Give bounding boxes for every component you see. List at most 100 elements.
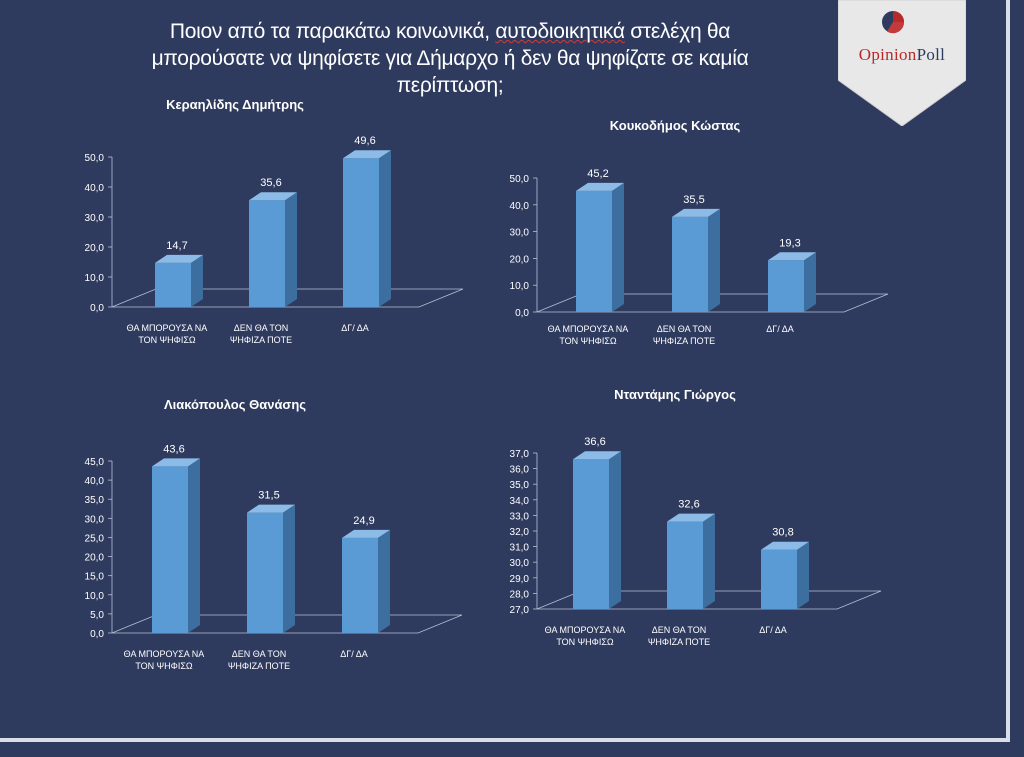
opinionpoll-logo: [838, 0, 966, 126]
bar-top: [342, 529, 390, 538]
bar-front: [249, 200, 285, 307]
y-tick-label: 45,0: [85, 457, 105, 468]
y-tick-label: 30,0: [85, 213, 105, 224]
bar-front: [576, 190, 612, 312]
slide: Ποιον από τα παρακάτω κοινωνικά, αυτοδιο…: [0, 0, 1010, 742]
category-label: ΤΟΝ ΨΗΦΙΣΩ: [556, 637, 614, 647]
chart-floor: [536, 590, 882, 610]
bar-side: [609, 451, 621, 609]
chart-title: Κεραηλίδης Δημήτρης: [166, 97, 304, 112]
y-tick-label: 25,0: [85, 533, 105, 544]
data-label: 32,6: [678, 499, 699, 511]
y-tick-label: 34,0: [510, 496, 530, 507]
title-line3: περίπτωση;: [396, 74, 504, 97]
bar-front: [573, 459, 609, 609]
y-tick-label: 35,0: [85, 495, 105, 506]
bar-top: [672, 208, 720, 217]
bar-side: [285, 192, 297, 307]
y-tick-label: 15,0: [85, 572, 105, 583]
data-label: 36,6: [584, 436, 605, 448]
chart-floor: [111, 614, 463, 634]
category-label: ΔΓ/ ΔΑ: [759, 625, 787, 635]
logo-brand-left: Opinion: [858, 45, 917, 64]
category-label: ΔΓ/ ΔΑ: [341, 323, 369, 333]
y-tick-label: 28,0: [510, 589, 530, 600]
chart-floor: [111, 288, 464, 308]
bar: [343, 150, 391, 307]
bar-side: [797, 541, 809, 609]
data-label: 14,7: [166, 240, 187, 252]
category-label: ΨΗΦΙΖΑ ΠΟΤΕ: [653, 336, 715, 346]
category-label: ΨΗΦΙΖΑ ΠΟΤΕ: [648, 637, 710, 647]
logo-pie-slice: [893, 11, 904, 22]
y-tick-label: 31,0: [510, 543, 530, 554]
y-tick-label: 30,0: [510, 558, 530, 569]
chart-title: Νταντάμης Γιώργος: [614, 387, 736, 402]
bar-top: [667, 513, 715, 522]
bar-side: [804, 252, 816, 312]
bar-top: [249, 192, 297, 201]
chart-liakopoulos: Λιακόπουλος Θανάσης 0,0 5,0 10,0 15,0 20,0 25,…: [60, 395, 463, 685]
bar-top: [573, 451, 621, 460]
bar-top: [768, 252, 816, 261]
title-line1: Ποιον από τα παρακάτω κοινωνικά,: [169, 20, 496, 43]
category-label: ΔΓ/ ΔΑ: [766, 324, 794, 334]
y-tick-label: 37,0: [510, 449, 530, 460]
y-tick-label: 10,0: [85, 273, 105, 284]
category-label: ΤΟΝ ΨΗΦΙΣΩ: [138, 335, 196, 345]
bar-side: [612, 182, 624, 312]
title-spellcheck-word: αυτοδιοικητικά: [495, 20, 625, 43]
logo-wordmark: OpinionPoll: [838, 45, 966, 65]
bar-side: [283, 504, 295, 633]
bar-front: [672, 216, 708, 312]
bar-top: [152, 458, 200, 467]
bar-side: [708, 208, 720, 312]
data-label: 31,5: [258, 490, 279, 502]
data-label: 24,9: [353, 515, 374, 527]
bar-top: [343, 150, 391, 159]
y-tick-label: 10,0: [510, 281, 530, 292]
category-label: ΔΕΝ ΘΑ ΤΟΝ: [652, 625, 707, 635]
y-tick-label: 30,0: [85, 514, 105, 525]
bar-top: [155, 254, 203, 263]
category-label: ΘΑ ΜΠΟΡΟΥΣΑ ΝΑ: [545, 625, 626, 635]
category-label: ΔΓ/ ΔΑ: [340, 649, 368, 659]
chart-title: Λιακόπουλος Θανάσης: [164, 397, 306, 412]
chart-floor: [536, 293, 889, 313]
y-tick-label: 35,0: [510, 480, 530, 491]
bar: [155, 254, 203, 307]
bar: [761, 541, 809, 609]
y-tick-label: 50,0: [85, 153, 105, 164]
data-label: 43,6: [163, 443, 184, 455]
category-label: ΔΕΝ ΘΑ ΤΟΝ: [657, 324, 712, 334]
category-label: ΔΕΝ ΘΑ ΤΟΝ: [232, 649, 287, 659]
category-label: ΤΟΝ ΨΗΦΙΣΩ: [135, 661, 193, 671]
bar-top: [576, 182, 624, 191]
y-tick-label: 40,0: [510, 201, 530, 212]
bar: [667, 513, 715, 609]
title-line2: μπορούσατε να ψηφίσετε για Δήμαρχο ή δεν…: [151, 47, 749, 70]
bar-front: [155, 262, 191, 307]
bar-front: [761, 549, 797, 609]
bar-front: [342, 537, 378, 633]
bar-front: [343, 158, 379, 307]
bar-front: [247, 512, 283, 633]
bar: [672, 208, 720, 312]
chart-koukodimos: Κουκοδήμος Κώστας 0,0 10,0 20,0 30,0 40,0 50,0…: [485, 110, 889, 360]
y-tick-label: 0,0: [515, 308, 529, 319]
data-label: 19,3: [779, 237, 800, 249]
y-tick-label: 5,0: [90, 610, 104, 621]
y-tick-label: 20,0: [85, 243, 105, 254]
bar: [768, 252, 816, 312]
bar: [342, 529, 390, 633]
bar-side: [378, 529, 390, 633]
y-tick-label: 40,0: [85, 476, 105, 487]
data-label: 30,8: [772, 527, 793, 539]
y-tick-label: 32,0: [510, 527, 530, 538]
y-tick-label: 27,0: [510, 605, 530, 616]
category-label: ΤΟΝ ΨΗΦΙΣΩ: [559, 336, 617, 346]
chart-title: Κουκοδήμος Κώστας: [610, 118, 741, 133]
bar: [249, 192, 297, 307]
page-title: Ποιον από τα παρακάτω κοινωνικά, αυτοδιο…: [100, 18, 800, 99]
bar-side: [188, 458, 200, 633]
